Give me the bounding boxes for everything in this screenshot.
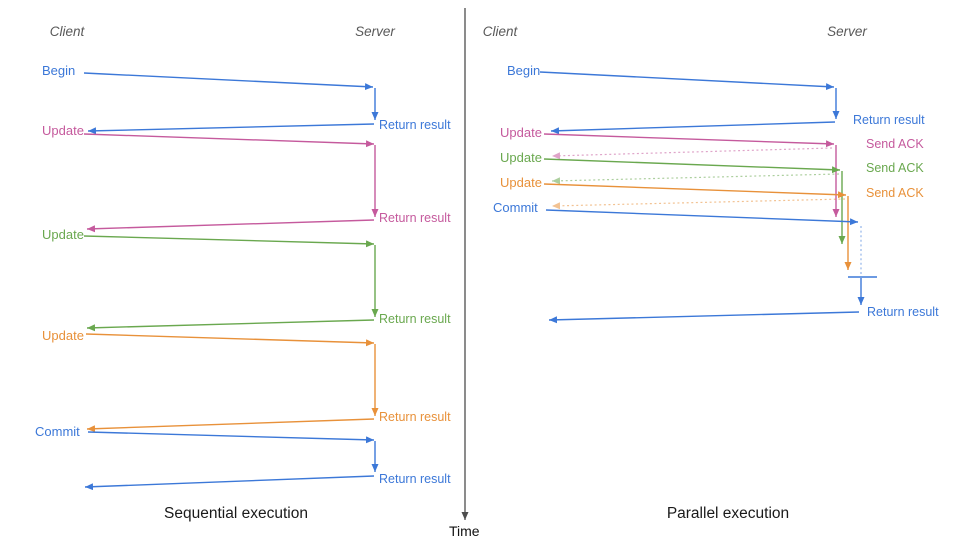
return-arrow: [548, 311, 860, 324]
response-label: Send ACK: [866, 137, 924, 151]
event-label: Update: [500, 125, 542, 140]
time-axis: Time: [449, 8, 480, 539]
right-event-commit: Commit Return result: [493, 200, 939, 324]
event-label: Commit: [493, 200, 538, 215]
request-arrow: [83, 72, 374, 91]
time-axis-label: Time: [449, 523, 480, 539]
left-event-update-1: Update Return result: [42, 123, 451, 233]
event-label: Begin: [507, 63, 540, 78]
right-event-begin: Begin Return result: [507, 63, 925, 135]
return-arrow: [86, 319, 375, 332]
response-label: Return result: [867, 305, 939, 319]
event-label: Update: [42, 227, 84, 242]
right-event-update-2: Update Send ACK: [500, 150, 924, 244]
left-event-update-3: Update Return result: [42, 328, 451, 433]
event-label: Commit: [35, 424, 80, 439]
return-arrow: [84, 475, 375, 491]
request-arrow: [545, 209, 859, 226]
right-event-update-1: Update Send ACK: [500, 125, 924, 217]
right-panel-caption: Parallel execution: [667, 505, 789, 522]
right-panel: Client Server Begin Return result Update…: [483, 24, 939, 522]
request-arrow: [87, 431, 375, 444]
right-event-update-3: Update Send ACK: [500, 175, 924, 270]
return-arrow: [86, 219, 375, 233]
event-label: Update: [500, 175, 542, 190]
event-label: Begin: [42, 63, 75, 78]
return-arrow: [550, 121, 836, 135]
ack-return-dotted-arrow: [551, 147, 833, 160]
request-arrow: [85, 333, 375, 347]
left-server-column-label: Server: [355, 24, 395, 39]
left-event-commit: Commit Return result: [35, 424, 451, 491]
left-event-update-2: Update Return result: [42, 227, 451, 332]
request-arrow: [83, 133, 375, 148]
request-arrow: [539, 71, 835, 91]
request-arrow: [543, 158, 841, 174]
response-label: Return result: [379, 312, 451, 326]
left-panel: Client Server Begin Return result Update…: [35, 24, 451, 522]
right-client-column-label: Client: [483, 24, 519, 39]
response-label: Return result: [379, 410, 451, 424]
left-panel-caption: Sequential execution: [164, 505, 308, 522]
request-arrow: [83, 235, 375, 248]
response-label: Send ACK: [866, 186, 924, 200]
response-label: Send ACK: [866, 161, 924, 175]
right-server-column-label: Server: [827, 24, 867, 39]
event-label: Update: [42, 123, 84, 138]
event-label: Update: [42, 328, 84, 343]
return-arrow: [87, 123, 375, 135]
request-arrow: [543, 133, 835, 148]
ack-return-dotted-arrow: [551, 173, 840, 185]
return-arrow: [86, 418, 375, 433]
event-label: Update: [500, 150, 542, 165]
left-event-begin: Begin Return result: [42, 63, 451, 135]
response-label: Return result: [853, 113, 925, 127]
request-arrow: [543, 183, 847, 199]
ack-return-dotted-arrow: [551, 198, 846, 210]
response-label: Return result: [379, 118, 451, 132]
response-label: Return result: [379, 472, 451, 486]
response-label: Return result: [379, 211, 451, 225]
left-client-column-label: Client: [50, 24, 86, 39]
